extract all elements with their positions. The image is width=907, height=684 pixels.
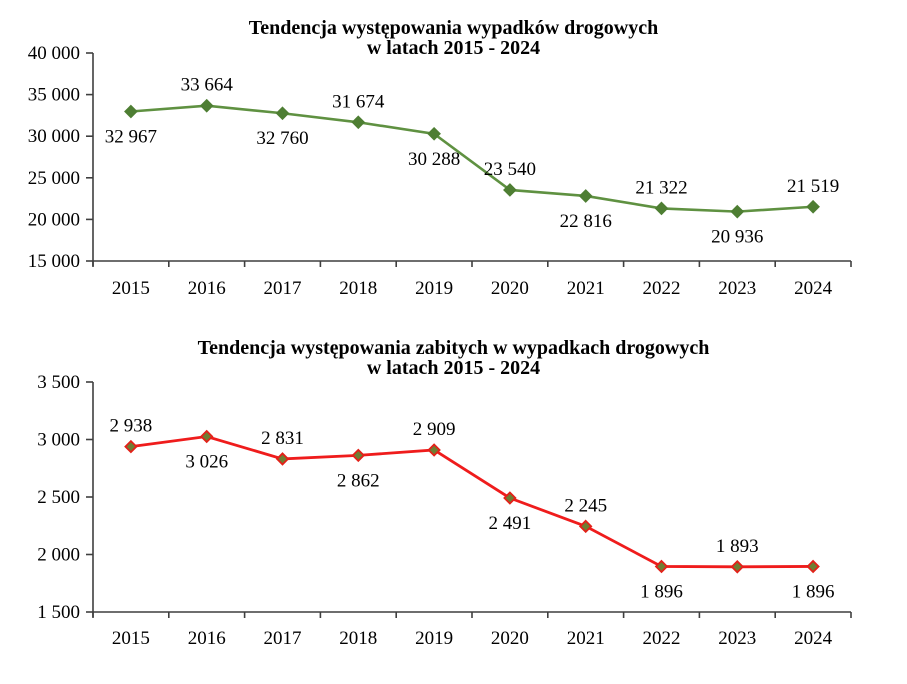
y-tick-label: 15 000 bbox=[28, 251, 80, 272]
data-point-label: 33 664 bbox=[181, 75, 234, 96]
x-tick-label: 2021 bbox=[567, 278, 605, 299]
data-point-label: 21 322 bbox=[635, 177, 687, 198]
x-tick-label: 2017 bbox=[264, 628, 302, 649]
data-point-marker bbox=[427, 443, 441, 457]
x-tick-label: 2020 bbox=[491, 278, 529, 299]
data-point-marker bbox=[351, 448, 366, 463]
x-tick-label: 2023 bbox=[718, 628, 756, 649]
data-point-label: 32 967 bbox=[105, 127, 157, 148]
y-tick-label: 35 000 bbox=[28, 85, 80, 106]
data-point-label: 1 893 bbox=[716, 536, 759, 557]
data-point-label: 30 288 bbox=[408, 149, 460, 170]
x-tick-label: 2019 bbox=[415, 278, 453, 299]
y-tick-label: 1 500 bbox=[37, 602, 80, 623]
data-point-label: 2 491 bbox=[489, 513, 532, 534]
x-tick-label: 2021 bbox=[567, 628, 605, 649]
data-point-marker bbox=[578, 189, 593, 203]
data-point-marker bbox=[503, 491, 517, 505]
data-point-label: 20 936 bbox=[711, 227, 763, 248]
fatalities-chart-title-line1: Tendencja występowania zabitych w wypadk… bbox=[197, 337, 710, 359]
data-point-marker bbox=[124, 104, 138, 119]
data-point-marker bbox=[275, 106, 290, 121]
data-point-label: 21 519 bbox=[787, 176, 839, 197]
fatalities-chart-title-line2: w latach 2015 - 2024 bbox=[366, 357, 541, 379]
data-point-marker bbox=[654, 201, 669, 216]
y-tick-label: 2 500 bbox=[37, 487, 80, 508]
y-tick-label: 2 000 bbox=[37, 545, 80, 566]
data-point-label: 32 760 bbox=[256, 128, 308, 149]
x-tick-label: 2016 bbox=[188, 628, 226, 649]
data-point-marker bbox=[503, 183, 517, 197]
x-tick-label: 2015 bbox=[112, 278, 150, 299]
y-tick-label: 40 000 bbox=[28, 43, 80, 64]
data-point-label: 2 245 bbox=[564, 495, 607, 516]
data-point-marker bbox=[427, 126, 441, 141]
data-point-label: 22 816 bbox=[560, 211, 612, 232]
data-point-marker bbox=[124, 439, 138, 454]
x-tick-label: 2022 bbox=[643, 278, 681, 299]
data-point-label: 31 674 bbox=[332, 91, 385, 112]
y-tick-label: 30 000 bbox=[28, 126, 80, 147]
accidents-chart-plot: 15 000 20 000 25 000 30 000 35 000 40 000 2015… bbox=[28, 43, 852, 299]
fatalities-chart-plot: 1 500 2 000 2 500 3 000 3 500 2015 2016 2017 201… bbox=[37, 372, 852, 649]
data-point-marker bbox=[578, 519, 593, 534]
data-point-marker bbox=[275, 452, 290, 466]
x-tick-label: 2017 bbox=[264, 278, 302, 299]
x-tick-label: 2015 bbox=[112, 628, 150, 649]
data-point-marker bbox=[806, 199, 820, 214]
x-tick-label: 2020 bbox=[491, 628, 529, 649]
x-tick-label: 2016 bbox=[188, 278, 226, 299]
data-point-marker bbox=[351, 115, 366, 130]
data-point-label: 2 862 bbox=[337, 470, 380, 491]
y-tick-label: 25 000 bbox=[28, 168, 80, 189]
data-point-marker bbox=[654, 559, 669, 574]
y-tick-label: 20 000 bbox=[28, 209, 80, 230]
accidents-chart-title-line1: Tendencja występowania wypadków drogowyc… bbox=[248, 17, 659, 39]
data-point-marker bbox=[730, 204, 745, 219]
series-line bbox=[130, 435, 814, 569]
data-point-label: 2 909 bbox=[413, 419, 456, 440]
x-tick-label: 2023 bbox=[718, 278, 756, 299]
data-point-marker bbox=[199, 429, 214, 444]
x-tick-label: 2022 bbox=[643, 628, 681, 649]
data-point-label: 1 896 bbox=[792, 581, 835, 602]
series-line bbox=[130, 104, 814, 213]
data-point-label: 1 896 bbox=[640, 581, 683, 602]
y-tick-label: 3 500 bbox=[37, 372, 80, 393]
data-point-marker bbox=[730, 560, 745, 574]
x-tick-label: 2018 bbox=[339, 278, 377, 299]
accidents-chart-title-line2: w latach 2015 - 2024 bbox=[366, 37, 541, 59]
data-point-marker bbox=[199, 98, 214, 113]
data-point-marker bbox=[806, 559, 820, 574]
x-tick-label: 2024 bbox=[794, 278, 833, 299]
fatalities-chart-title: Tendencja występowania zabitych w wypadk… bbox=[0, 338, 907, 378]
data-point-label: 3 026 bbox=[185, 452, 228, 473]
x-tick-label: 2024 bbox=[794, 628, 833, 649]
x-tick-label: 2019 bbox=[415, 628, 453, 649]
x-tick-label: 2018 bbox=[339, 628, 377, 649]
data-point-label: 2 831 bbox=[261, 428, 304, 449]
y-tick-label: 3 000 bbox=[37, 430, 80, 451]
data-point-label: 23 540 bbox=[484, 159, 536, 180]
data-point-label: 2 938 bbox=[110, 416, 153, 437]
accidents-chart-title: Tendencja występowania wypadków drogowyc… bbox=[0, 18, 907, 58]
